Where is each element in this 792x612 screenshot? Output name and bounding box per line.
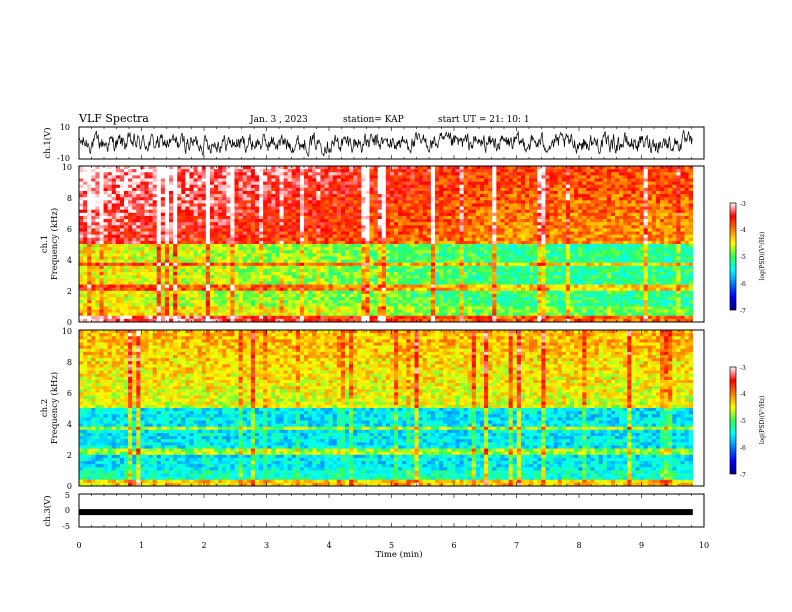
ch2-colorbar-tick-m6: -6 xyxy=(740,445,746,452)
ch1-spectrogram-channel-label: ch.1 xyxy=(40,235,50,253)
ch1-spectrogram-image xyxy=(79,166,694,323)
ch1-colorbar-scale xyxy=(729,202,737,311)
ch2-spectrogram-panel: 0 2 4 6 8 10 ch.2 Frequency (kHz) -3 -4 … xyxy=(40,327,766,491)
ch2-spectrogram-ylabel: Frequency (kHz) xyxy=(49,372,60,444)
ch3-signal-ylabel: ch.3(V) xyxy=(42,495,53,526)
time-tick-4: 4 xyxy=(326,541,331,550)
ch3-ytick-5: 5 xyxy=(65,491,70,500)
ch1-colorbar-tick-m6: -6 xyxy=(740,281,746,288)
ch2-spectrogram-ticks xyxy=(78,330,705,486)
time-tick-3: 3 xyxy=(264,541,269,550)
ch2-colorbar-scale xyxy=(729,366,737,475)
ch1-colorbar-tick-m3: -3 xyxy=(740,201,746,208)
time-tick-0: 0 xyxy=(76,541,81,550)
ch2-colorbar-tick-m7: -7 xyxy=(740,472,746,479)
ch1-waveform-panel: 10 -10 ch.1(V) xyxy=(42,123,705,163)
time-tick-2: 2 xyxy=(201,541,206,550)
ch1-colorbar-tick-m4: -4 xyxy=(740,227,746,234)
time-tick-10: 10 xyxy=(699,541,709,550)
time-tick-8: 8 xyxy=(576,541,581,550)
time-tick-1: 1 xyxy=(139,541,144,550)
ch2-ytick-2: 2 xyxy=(67,451,72,460)
ch1-waveform-ylabel: ch.1(V) xyxy=(42,127,53,158)
date-label: Jan. 3 , 2023 xyxy=(249,115,308,125)
ch2-colorbar-tick-m3: -3 xyxy=(740,365,746,372)
ch2-spectrogram-image xyxy=(79,330,694,487)
ch2-colorbar-tick-m5: -5 xyxy=(740,418,746,425)
start-time-label: start UT = 21: 10: 1 xyxy=(438,115,530,125)
time-tick-6: 6 xyxy=(451,541,456,550)
ch1-ytick-bottom: -10 xyxy=(57,154,70,163)
ch1-ytick-top: 10 xyxy=(60,123,70,132)
ch1-waveform-frame xyxy=(78,126,705,160)
ch2-ytick-10: 10 xyxy=(62,327,72,336)
ch1-ytick-8: 8 xyxy=(67,194,72,203)
ch2-ytick-4: 4 xyxy=(67,420,72,429)
ch1-colorbar-tick-m5: -5 xyxy=(740,254,746,261)
ch1-colorbar-label: log(PSD)(V²/Hz) xyxy=(759,232,766,281)
ch3-signal-panel: 5 0 -5 ch.3(V) xyxy=(42,491,705,531)
ch1-spectrogram-ylabel: Frequency (kHz) xyxy=(49,208,60,280)
ch1-ytick-4: 4 xyxy=(67,256,72,265)
ch3-ytick-m5: -5 xyxy=(62,522,70,531)
ch1-ytick-6: 6 xyxy=(67,225,72,234)
ch1-spectrogram-yticklabels: 0 2 4 6 8 10 xyxy=(62,163,72,327)
ch1-ytick-10: 10 xyxy=(62,163,72,172)
ch3-signal-ticks xyxy=(78,494,705,527)
ch1-colorbar-tick-m7: -7 xyxy=(740,308,746,315)
ch2-colorbar-tick-m4: -4 xyxy=(740,391,746,398)
ch1-waveform-ticks xyxy=(78,127,705,159)
ch2-colorbar-label: log(PSD)(V²/Hz) xyxy=(759,396,766,445)
time-tick-7: 7 xyxy=(514,541,519,550)
ch3-ytick-0: 0 xyxy=(65,506,70,515)
ch1-spectrogram-panel: 0 2 4 6 8 10 ch.1 Frequency (kHz) -3 -4 … xyxy=(40,163,766,327)
time-tick-5: 5 xyxy=(389,541,394,550)
ch2-ytick-8: 8 xyxy=(67,358,72,367)
time-tick-9: 9 xyxy=(639,541,644,550)
ch2-spectrogram-channel-label: ch.2 xyxy=(40,399,50,417)
ch2-colorbar: -3 -4 -5 -6 -7 log(PSD)(V²/Hz) xyxy=(729,365,766,479)
ch1-ytick-0: 0 xyxy=(67,318,72,327)
ch1-spectrogram-ticks xyxy=(78,166,705,322)
time-axis-label: Time (min) xyxy=(375,549,422,560)
time-axis-ticklabels: 0 1 2 3 4 5 6 7 8 9 10 xyxy=(76,541,709,550)
station-label: station= KAP xyxy=(343,115,404,125)
ch2-spectrogram-yticklabels: 0 2 4 6 8 10 xyxy=(62,327,72,491)
ch1-ytick-2: 2 xyxy=(67,287,72,296)
ch1-colorbar: -3 -4 -5 -6 -7 log(PSD)(V²/Hz) xyxy=(729,201,766,315)
ch2-ytick-0: 0 xyxy=(67,482,72,491)
ch3-signal-trace xyxy=(79,509,693,516)
figure-title: VLF Spectra xyxy=(78,112,149,125)
ch2-ytick-6: 6 xyxy=(67,389,72,398)
ch1-waveform-line xyxy=(78,129,693,158)
